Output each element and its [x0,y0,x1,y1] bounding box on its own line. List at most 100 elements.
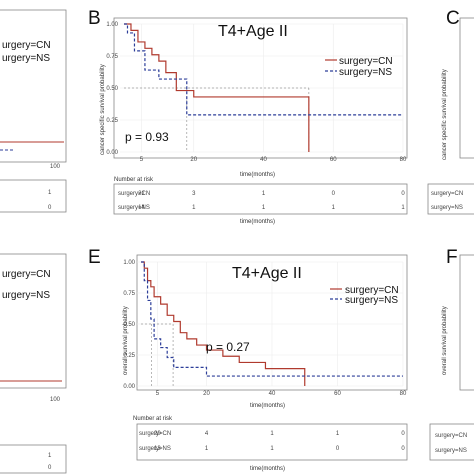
panel-b-risk-value: 1 [262,205,266,211]
panel-b-y-tick: 0.50 [106,86,118,92]
panel-b-x-ticks: 5 20 40 60 80 [140,157,407,163]
panel-b-risk-title: Number at risk [114,177,154,183]
panel-a-x-tick: 100 [50,164,61,170]
panel-e-x-tick: 60 [334,391,341,397]
panel-b-y-ticks: 0.00 0.25 0.50 0.75 1.00 [106,22,118,156]
panel-e-risk-value: 1 [336,431,340,437]
panel-b-risk-value: 3 [192,191,196,197]
panel-e-risk-value: 20 [154,431,161,437]
panel-b-risk-frame [113,183,408,215]
panel-b-x-tick: 60 [330,157,337,163]
panel-e-risk-value: 1 [205,446,209,452]
panel-e-risk-value: 1 [270,446,274,452]
panel-e-y-tick: 0.00 [123,384,135,390]
panel-b-risk-value: 1 [332,205,336,211]
panel-e-x-tick: 40 [269,391,276,397]
panel-f-risk-ns: surgery=NS [435,448,467,454]
panel-b-x-tick: 20 [190,157,197,163]
panel-a-risk-frame [0,179,67,213]
panel-e-risk-title: Number at risk [133,416,173,422]
panel-c-risk-ns: surgery=NS [431,205,463,211]
panel-b-x-tick: 80 [400,157,407,163]
panel-b-y-label: cancer specific survival probability [100,64,106,155]
panel-b-risk-row-label: surgery=CN [118,191,150,197]
panel-b-legend: surgery=CN surgery=NS [325,56,393,78]
panel-e-legend: surgery=CN surgery=NS [330,285,399,306]
panel-e-y-tick: 0.50 [123,322,135,328]
panel-a-legend-ns: urgery=NS [2,53,50,64]
panel-e-legend-cn: surgery=CN [345,285,399,296]
panel-c-partial: C cancer specific survival probability s… [427,8,474,215]
panel-b-x-tick: 5 [140,157,144,163]
panel-e-risk-frame [136,423,408,461]
panel-b-x-tick: 40 [260,157,267,163]
panel-e-y-label: overall survival probability [123,306,129,375]
panel-e-risk-row-label: surgery=NS [139,446,171,452]
panel-f-partial: F overall survival probability surgery=C… [429,247,474,461]
panel-b-y-tick: 0.00 [106,150,118,156]
panel-f-letter: F [446,247,458,268]
panel-e-p-value: p = 0.27 [206,340,250,354]
panel-e-legend-ns: surgery=NS [345,295,398,306]
panel-b: B cancer specific survival probability 0… [88,8,408,225]
panel-f-y-label: overall survival probability [442,306,448,375]
panel-f-frame [459,254,474,391]
panel-e-y-tick: 1.00 [123,260,135,266]
panel-d-partial: urgery=CN urgery=NS 100 1 0 [0,253,67,474]
panel-b-legend-ns: surgery=NS [339,67,392,78]
panel-e-median-lines [141,323,174,386]
panel-d-risk-cn: 1 [48,453,52,459]
panel-d-x-tick: 100 [50,397,61,403]
panel-a-frame [0,9,67,163]
panel-e-risk-row-label: surgery=CN [139,431,171,437]
panel-b-y-tick: 0.25 [106,118,118,124]
panel-f-risk-frame [429,423,474,461]
panel-f-risk-cn: surgery=CN [435,433,467,439]
panel-e-risk-x-label: time(months) [250,466,285,472]
panel-b-risk-row-label: surgery=NS [118,205,150,211]
panel-a-legend-cn: urgery=CN [2,40,51,51]
panel-d-legend-cn: urgery=CN [2,269,51,280]
panel-a-risk-cn: 1 [48,190,52,196]
panel-e-risk-value: 1 [270,431,274,437]
panel-d-risk-ns: 0 [48,465,52,471]
panel-c-frame [459,17,474,159]
panel-b-risk-value: 0 [401,191,405,197]
panel-b-letter: B [88,8,101,29]
panel-d-frame [0,253,67,389]
panel-b-x-label: time(months) [240,172,275,178]
panel-e-risk-value: 0 [401,431,405,437]
panel-b-legend-cn: surgery=CN [339,56,393,67]
panel-c-letter: C [446,8,460,29]
panel-e-x-tick: 5 [156,391,160,397]
panel-e-x-label: time(months) [250,403,285,409]
panel-e-series-cn-line [141,261,306,386]
panel-d-risk-frame [0,444,67,474]
panel-b-risk-value: 0 [332,191,336,197]
panel-b-risk-value: 21 [138,191,145,197]
panel-b-p-value: p = 0.93 [125,130,169,144]
panel-b-risk-value: 1 [192,205,196,211]
panel-b-risk-value: 1 [401,205,405,211]
panel-b-risk-value: 1 [262,191,266,197]
panel-b-series-ns-line [124,23,403,116]
panel-a-risk-ns: 0 [48,205,52,211]
panel-e-risk-value: 0 [336,446,340,452]
panel-e-risk-value: 0 [401,446,405,452]
panel-b-risk-value: 14 [138,205,145,211]
panel-e-title: T4+Age II [232,265,302,282]
panel-e-risk-value: 13 [154,446,161,452]
panel-c-risk-cn: surgery=CN [431,191,463,197]
panel-e-series [141,261,403,386]
panel-e: E overall survival probability 0.000.250… [88,247,408,472]
panel-e-y-tick: 0.25 [123,353,135,359]
panel-e-x-ticks: 5 20 40 60 80 [156,391,407,397]
panel-b-y-tick: 1.00 [106,22,118,28]
panel-b-series [124,23,403,152]
panel-e-y-ticks: 0.00 0.25 0.50 0.75 1.00 [123,260,135,390]
panel-a-partial: urgery=CN urgery=NS 100 1 0 [0,9,67,213]
panel-e-y-tick: 0.75 [123,291,135,297]
